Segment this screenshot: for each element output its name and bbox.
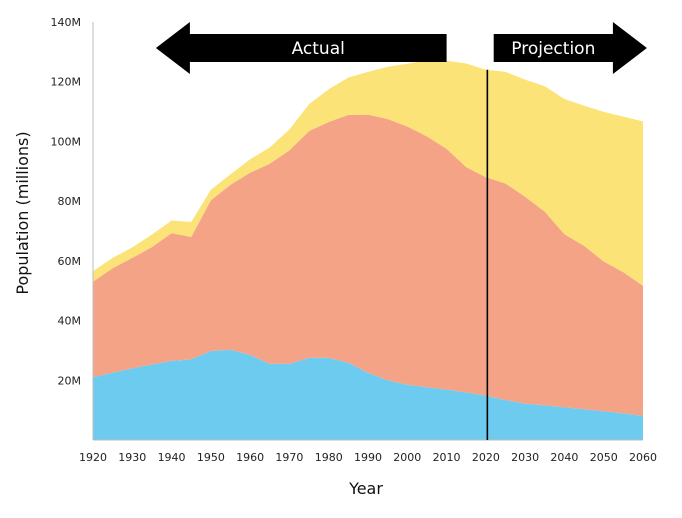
x-tick-label-2010: 2010 [433,451,461,464]
x-tick-label-1930: 1930 [118,451,146,464]
projection-arrow-icon [493,22,647,74]
actual-arrow-icon [155,22,447,74]
actual-arrow-label: Actual [292,39,345,59]
x-tick-label-1960: 1960 [236,451,264,464]
x-tick-label-1950: 1950 [197,451,225,464]
y-tick-label-120: 120M [51,76,82,89]
area-series-1 [93,349,643,440]
x-tick-label-1990: 1990 [354,451,382,464]
x-axis-title: Year [348,479,383,498]
x-tick-label-2060: 2060 [629,451,657,464]
y-tick-label-40: 40M [58,315,82,328]
y-tick-label-80: 80M [58,195,82,208]
x-tick-label-1920: 1920 [79,451,107,464]
x-tick-label-1980: 1980 [315,451,343,464]
y-axis-title: Population (millions) [13,131,32,294]
x-tick-label-2040: 2040 [550,451,578,464]
x-tick-label-2050: 2050 [590,451,618,464]
y-tick-label-140: 140M [51,16,82,29]
x-tick-label-1970: 1970 [275,451,303,464]
y-tick-label-60: 60M [58,255,82,268]
y-tick-label-100: 100M [51,135,82,148]
y-tick-label-20: 20M [58,374,82,387]
area-series-3 [93,60,643,286]
x-tick-label-2030: 2030 [511,451,539,464]
x-tick-label-1940: 1940 [158,451,186,464]
x-tick-label-2020: 2020 [472,451,500,464]
x-tick-label-2000: 2000 [393,451,421,464]
area-series-2 [93,114,643,416]
projection-arrow-label: Projection [511,39,595,59]
